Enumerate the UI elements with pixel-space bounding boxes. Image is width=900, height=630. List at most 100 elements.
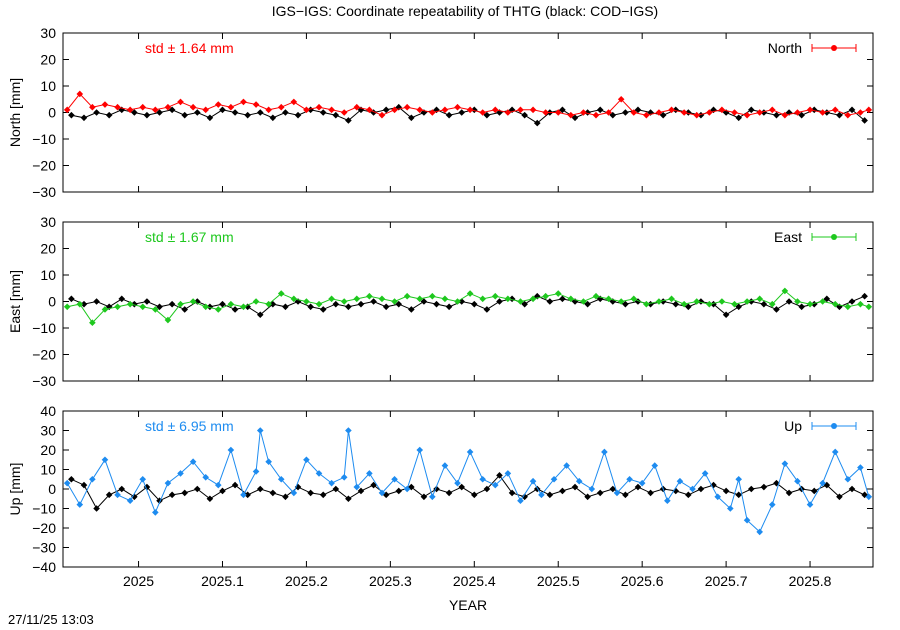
up-series-point <box>416 446 424 454</box>
y-tick-label: 10 <box>40 78 56 94</box>
east-series-point <box>391 298 398 305</box>
reference-series-point <box>861 117 868 124</box>
reference-series-line <box>71 106 865 124</box>
north-series-point <box>315 103 323 111</box>
reference-series-point <box>382 491 390 499</box>
up-series-point <box>701 470 709 477</box>
up-series-point <box>265 458 272 465</box>
east-series-point <box>794 298 801 305</box>
up-series-point <box>139 475 147 483</box>
reference-series-point <box>282 493 289 501</box>
east-series-line <box>67 290 869 324</box>
reference-series-point <box>760 483 768 491</box>
x-tick-label: 2025.2 <box>285 573 328 589</box>
reference-series-point <box>672 487 680 495</box>
reference-series-point <box>231 481 239 489</box>
reference-series-point <box>219 300 226 308</box>
x-axis-label: YEAR <box>449 597 487 613</box>
reference-series-point <box>408 483 415 491</box>
reference-series-point <box>80 114 88 122</box>
up-series-point <box>743 516 751 524</box>
east-series-point <box>340 298 348 305</box>
up-series-point <box>177 470 184 477</box>
y-tick-label: −40 <box>32 559 56 575</box>
north-series-point <box>693 111 701 119</box>
up-series-point <box>76 501 84 508</box>
up-series-point <box>638 479 646 487</box>
reference-series-point <box>307 106 314 114</box>
north-series-point <box>731 109 738 116</box>
north-series-point <box>177 98 184 106</box>
reference-series-point <box>105 303 113 311</box>
north-series-point <box>630 109 638 116</box>
reference-series-point <box>181 111 189 119</box>
up-series-point <box>844 475 852 483</box>
up-series-point <box>303 456 310 464</box>
reference-series-point <box>332 111 340 119</box>
reference-series-point <box>747 106 755 114</box>
reference-series-point <box>697 485 705 493</box>
north-series-point <box>378 111 386 119</box>
north-series-point <box>114 103 121 111</box>
north-series-point <box>706 109 713 116</box>
reference-series-point <box>470 300 478 308</box>
up-series-point <box>315 470 323 477</box>
up-series-point <box>164 479 172 487</box>
reference-series-point <box>105 491 113 499</box>
std-label: std ± 6.95 mm <box>145 418 234 434</box>
east-series-point <box>139 303 147 311</box>
reference-series-point <box>634 106 642 114</box>
reference-series-point <box>836 493 843 501</box>
up-series-point <box>441 462 449 469</box>
up-series-point <box>189 458 197 465</box>
reference-series-line <box>71 474 865 510</box>
east-series-point <box>718 298 726 305</box>
reference-series-point <box>533 119 541 127</box>
east-series-point <box>479 295 486 303</box>
north-series-point <box>214 101 222 108</box>
reference-series-point <box>496 298 503 305</box>
up-series-point <box>114 491 121 499</box>
reference-series-point <box>256 311 264 319</box>
up-series-point <box>290 489 298 497</box>
reference-series-point <box>634 483 642 491</box>
north-series-point <box>831 106 839 114</box>
reference-series-point <box>105 111 113 119</box>
north-series-point <box>391 106 398 114</box>
east-series-point <box>252 298 260 305</box>
east-series-point <box>567 295 575 303</box>
north-series-point <box>441 106 449 114</box>
north-series-point <box>794 109 801 116</box>
reference-series-point <box>131 493 138 501</box>
reference-series-point <box>798 111 805 119</box>
reference-series-point <box>546 298 554 305</box>
reference-series-point <box>685 491 692 499</box>
east-series-point <box>353 295 361 303</box>
north-series-point <box>857 109 864 116</box>
east-series-point <box>164 316 172 324</box>
reference-series-point <box>332 300 340 308</box>
reference-series-point <box>194 109 201 116</box>
reference-series-point <box>80 481 88 489</box>
north-series-point <box>542 109 549 116</box>
north-series-point <box>227 103 235 111</box>
reference-series-point <box>269 114 277 122</box>
std-label: std ± 1.64 mm <box>145 40 234 56</box>
east-series-point <box>491 292 499 300</box>
east-series-point <box>668 295 675 303</box>
reference-series-point <box>156 303 163 311</box>
east-series-point <box>529 295 537 303</box>
up-series-point <box>89 475 96 483</box>
reference-series-point <box>810 300 818 308</box>
east-series-point <box>844 303 852 311</box>
reference-series-point <box>256 485 264 493</box>
y-tick-label: −20 <box>32 520 56 536</box>
up-series-point <box>664 497 671 504</box>
reference-series-point <box>571 114 579 122</box>
north-series-point <box>819 109 826 116</box>
reference-series-point <box>395 300 403 308</box>
reference-series-point <box>332 485 340 493</box>
reference-series-point <box>282 303 289 311</box>
north-series-point <box>605 109 612 116</box>
reference-series-point <box>735 114 742 122</box>
